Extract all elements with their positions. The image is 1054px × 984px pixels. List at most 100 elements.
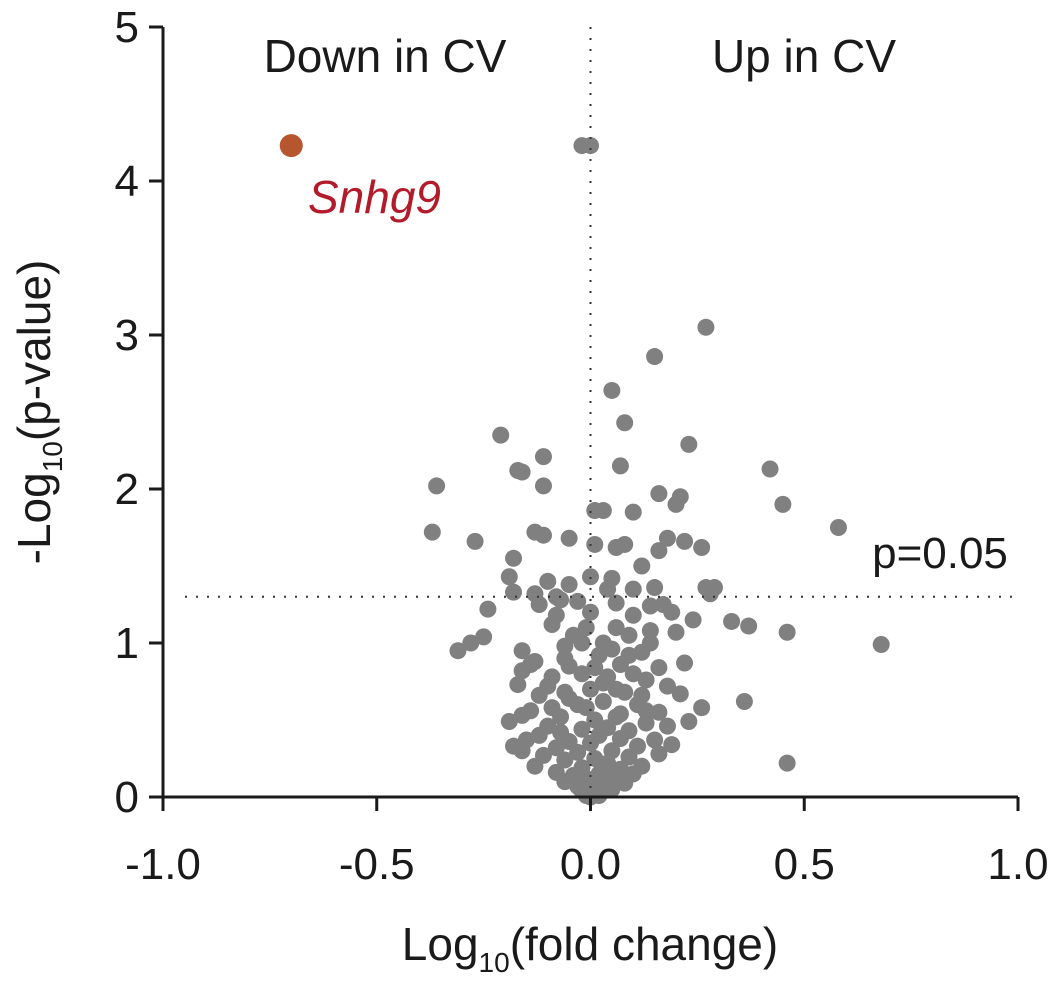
data-point <box>556 751 574 769</box>
data-point <box>637 702 655 720</box>
data-point <box>543 616 561 634</box>
data-point <box>556 637 574 655</box>
data-point <box>658 677 676 695</box>
data-point <box>624 580 642 598</box>
data-point <box>611 729 629 747</box>
data-point <box>650 485 668 503</box>
data-point <box>641 597 659 615</box>
data-point <box>646 579 664 597</box>
highlight-point <box>279 134 303 158</box>
data-point <box>569 743 587 761</box>
data-point <box>475 628 493 646</box>
data-point <box>680 713 698 731</box>
data-point <box>505 583 523 601</box>
data-point <box>552 723 570 741</box>
data-point <box>761 460 779 478</box>
data-point <box>534 448 552 466</box>
data-point <box>530 726 548 744</box>
data-point <box>505 549 523 567</box>
data-point <box>543 699 561 717</box>
data-point <box>676 532 694 550</box>
data-point <box>607 680 625 698</box>
data-point <box>671 685 689 703</box>
data-point <box>658 717 676 735</box>
data-point <box>650 745 668 763</box>
data-point <box>641 622 659 640</box>
data-point <box>603 780 621 798</box>
data-point <box>650 659 668 677</box>
data-point <box>594 693 612 711</box>
data-point <box>603 569 621 587</box>
data-point <box>633 686 651 704</box>
data-point <box>723 612 741 630</box>
y-axis-label: -Log10(p-value) <box>8 260 68 565</box>
data-point <box>637 671 655 689</box>
data-point <box>611 705 629 723</box>
data-point <box>449 642 467 660</box>
x-axis-label: Log10(fold change) <box>402 918 778 978</box>
data-point <box>526 585 544 603</box>
y-axis-label-prefix: -Log <box>8 472 60 564</box>
data-point <box>534 477 552 495</box>
data-point <box>479 600 497 618</box>
points-layer <box>279 134 890 806</box>
data-point <box>513 706 531 724</box>
data-point <box>500 713 518 731</box>
data-point <box>667 495 685 513</box>
data-point <box>684 611 702 629</box>
data-point <box>654 596 672 613</box>
data-point <box>534 526 552 544</box>
data-point <box>676 654 694 672</box>
data-point <box>466 532 484 550</box>
data-point <box>573 720 591 738</box>
x-tick-label: 0.5 <box>774 840 835 889</box>
data-point <box>650 542 668 560</box>
data-point <box>539 677 557 695</box>
data-point <box>611 457 629 475</box>
x-axis-label-prefix: Log <box>402 918 479 970</box>
data-point <box>573 665 591 683</box>
data-point <box>556 649 574 667</box>
data-point <box>582 603 599 621</box>
data-point <box>586 711 604 729</box>
data-point <box>462 634 480 652</box>
data-point <box>646 731 664 749</box>
data-point <box>641 634 659 652</box>
data-point <box>624 665 642 683</box>
data-point <box>560 689 578 707</box>
x-tick-label: 0.0 <box>560 840 621 889</box>
data-point <box>560 575 578 593</box>
y-tick-label: 5 <box>115 3 139 52</box>
data-point <box>620 748 638 766</box>
x-axis-label-sub: 10 <box>479 947 510 978</box>
data-point <box>620 646 638 664</box>
data-point <box>607 619 625 637</box>
data-point <box>603 381 621 399</box>
data-point <box>624 503 642 521</box>
data-point <box>577 699 595 717</box>
data-point <box>582 680 599 698</box>
data-point <box>616 774 634 792</box>
y-tick-label: 3 <box>115 311 139 360</box>
data-point <box>829 519 847 536</box>
x-tick-label: -1.0 <box>125 840 201 889</box>
data-point <box>582 568 599 586</box>
data-point <box>513 742 531 760</box>
data-point <box>620 626 638 644</box>
data-point <box>582 137 599 155</box>
y-tick-label: 2 <box>115 465 139 514</box>
data-point <box>663 736 681 754</box>
data-point <box>667 623 685 641</box>
x-tick-label: -0.5 <box>339 840 415 889</box>
region-label-down: Down in CV <box>264 30 507 82</box>
x-axis-label-suffix: (fold change) <box>510 918 779 970</box>
data-point <box>577 619 595 637</box>
data-point <box>607 594 625 612</box>
data-point <box>646 348 664 366</box>
data-point <box>650 703 668 721</box>
tick-labels-layer: 0 1 2 3 4 5 -1.0 -0.5 0.0 0.5 1.0 <box>115 3 1049 889</box>
data-point <box>509 676 527 694</box>
data-point <box>633 557 651 575</box>
y-tick-label: 0 <box>115 773 139 822</box>
